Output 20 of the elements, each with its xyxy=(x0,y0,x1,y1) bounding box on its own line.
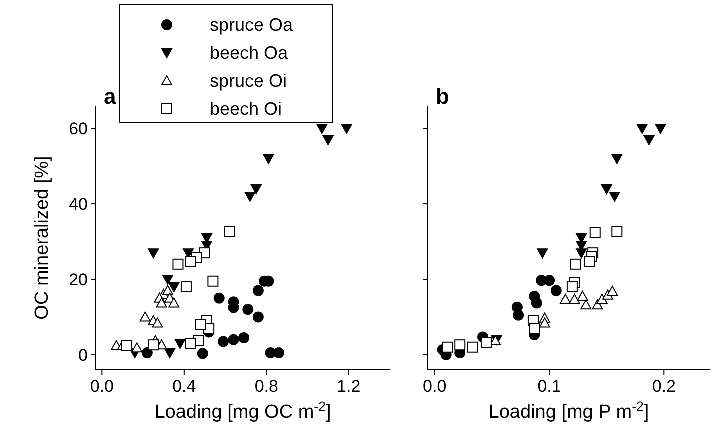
x-tick-label: 0.4 xyxy=(172,377,196,396)
x-tick-label: 1.2 xyxy=(337,377,361,396)
x-tick-label: 0.1 xyxy=(538,377,562,396)
legend-label: beech Oa xyxy=(210,43,290,63)
legend-label: spruce Oa xyxy=(210,15,294,35)
chart-title: a xyxy=(104,84,117,109)
legend-label: beech Oi xyxy=(210,99,282,119)
y-tick-label: 20 xyxy=(69,270,88,290)
y-tick-label: 40 xyxy=(69,195,88,214)
x-tick-label: 0.2 xyxy=(652,377,676,396)
y-axis-title: OC mineralized [%] xyxy=(32,156,53,320)
y-tick-label: 60 xyxy=(69,120,88,139)
chart-title: b xyxy=(436,84,450,109)
x-tick-label: 0.0 xyxy=(423,377,447,396)
y-tick-label: 0 xyxy=(78,346,88,365)
legend-label: spruce Oi xyxy=(210,71,288,91)
x-axis-title: Loading [mg OC m$^{-2}$] xyxy=(154,398,332,423)
x-tick-label: 0.8 xyxy=(254,377,278,396)
x-axis-title: Loading [mg P m$^{-2}$] xyxy=(488,398,650,423)
x-tick-label: 0.0 xyxy=(90,377,114,396)
